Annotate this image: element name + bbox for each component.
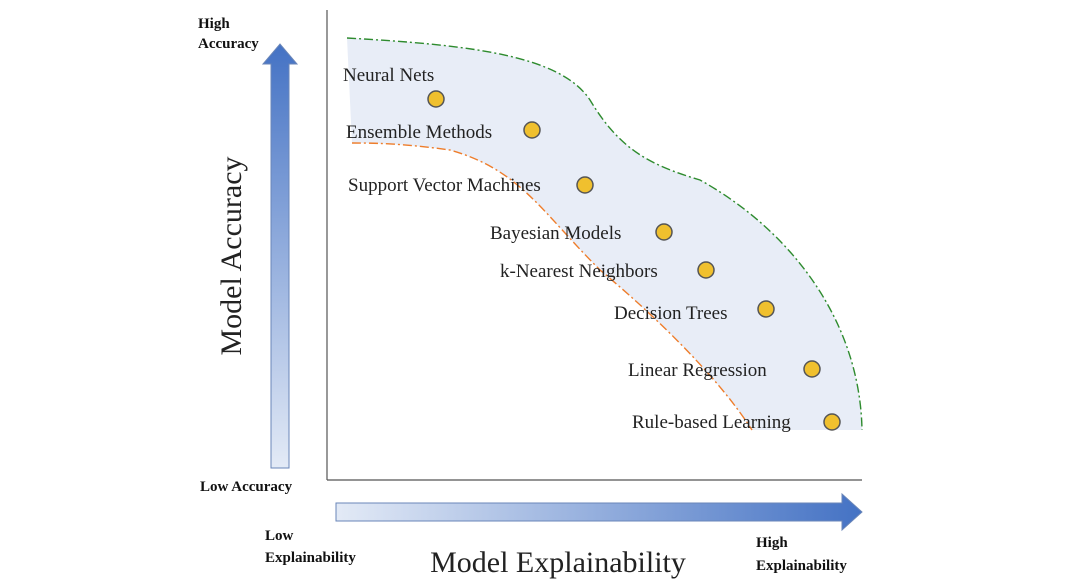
low-explainability-label: Low Explainability xyxy=(265,528,356,566)
y-axis-title: Model Accuracy xyxy=(215,156,248,355)
model-markers xyxy=(427,90,841,431)
marker-neural-nets xyxy=(427,90,445,108)
model-label-rule-based-learning: Rule-based Learning xyxy=(632,412,791,433)
marker-linear-regression xyxy=(803,360,821,378)
model-label-support-vector-machines: Support Vector Machines xyxy=(348,175,541,196)
model-label-k-nearest-neighbors: k-Nearest Neighbors xyxy=(500,261,658,282)
marker-support-vector-machines xyxy=(576,176,594,194)
model-label-ensemble-methods: Ensemble Methods xyxy=(346,122,492,143)
marker-rule-based-learning xyxy=(823,413,841,431)
upper-boundary-line xyxy=(346,37,863,431)
explainability-arrow xyxy=(335,492,863,532)
marker-bayesian-models xyxy=(655,223,673,241)
high-explainability-label: High Explainability xyxy=(756,535,847,574)
marker-ensemble-methods xyxy=(523,121,541,139)
marker-decision-trees xyxy=(757,300,775,318)
marker-k-nearest-neighbors xyxy=(697,261,715,279)
accuracy-arrow xyxy=(261,43,299,469)
model-label-bayesian-models: Bayesian Models xyxy=(490,223,621,244)
model-label-neural-nets: Neural Nets xyxy=(343,65,434,86)
model-band-region xyxy=(347,38,862,430)
high-accuracy-label: High Accuracy xyxy=(198,16,259,52)
model-label-decision-trees: Decision Trees xyxy=(614,303,727,324)
x-axis-title: Model Explainability xyxy=(430,546,686,579)
lower-boundary-line xyxy=(351,142,753,431)
low-accuracy-label: Low Accuracy xyxy=(200,479,293,495)
model-label-linear-regression: Linear Regression xyxy=(628,360,767,381)
